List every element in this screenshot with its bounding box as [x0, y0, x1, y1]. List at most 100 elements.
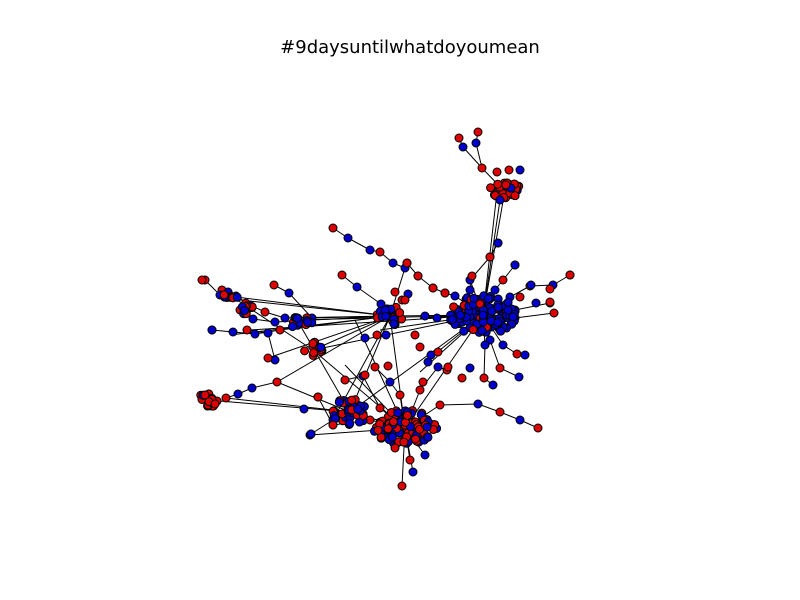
blue-node-78 — [270, 317, 280, 327]
blue-node-539 — [360, 333, 370, 343]
red-node-49 — [328, 223, 338, 233]
red-node-511 — [565, 270, 575, 280]
red-node-530 — [418, 377, 428, 387]
red-node-25 — [495, 363, 505, 373]
blue-node-81 — [247, 383, 257, 393]
red-node-327 — [402, 410, 412, 420]
blue-node-80 — [233, 389, 243, 399]
blue-node-77 — [248, 314, 258, 324]
blue-node-51 — [365, 245, 375, 255]
blue-node-498 — [458, 142, 468, 152]
red-node-496 — [219, 290, 229, 300]
blue-node-444 — [316, 342, 326, 352]
red-node-510 — [545, 297, 555, 307]
network-edge-116 — [276, 315, 391, 383]
blue-node-506 — [493, 238, 503, 248]
blue-node-220 — [478, 310, 488, 320]
network-edge-38 — [514, 302, 551, 311]
blue-node-202 — [503, 305, 513, 315]
network-edge-61 — [483, 344, 486, 379]
blue-node-474 — [240, 306, 250, 316]
red-node-431 — [300, 346, 310, 356]
blue-node-346 — [334, 397, 344, 407]
blue-node-14 — [450, 291, 460, 301]
network-edge-114 — [267, 315, 391, 359]
red-node-522 — [328, 420, 338, 430]
red-node-549 — [210, 399, 220, 409]
red-node-404 — [510, 191, 520, 201]
red-node-55 — [337, 270, 347, 280]
red-node-527 — [410, 330, 420, 340]
blue-node-524 — [299, 404, 309, 414]
blue-node-26 — [514, 372, 524, 382]
blue-node-19 — [465, 285, 475, 295]
red-node-440 — [309, 348, 319, 358]
blue-node-70 — [250, 329, 260, 339]
red-node-523 — [313, 392, 323, 402]
red-node-200 — [468, 325, 478, 335]
blue-node-543 — [420, 311, 430, 321]
blue-node-65 — [280, 313, 290, 323]
blue-node-508 — [510, 260, 520, 270]
network-edge-64 — [439, 403, 479, 406]
blue-node-488 — [303, 317, 313, 327]
blue-node-482 — [292, 313, 302, 323]
red-node-548 — [200, 390, 210, 400]
blue-node-39 — [433, 362, 443, 372]
blue-node-509 — [526, 280, 536, 290]
blue-node-50 — [343, 233, 353, 243]
blue-node-8 — [490, 285, 500, 295]
red-node-500 — [473, 127, 483, 137]
red-node-38 — [415, 385, 425, 395]
red-node-501 — [477, 163, 487, 173]
red-node-35 — [395, 390, 405, 400]
blue-node-31 — [473, 399, 483, 409]
red-node-502 — [492, 167, 502, 177]
blue-node-505 — [495, 195, 505, 205]
blue-node-222 — [455, 310, 465, 320]
red-node-199 — [449, 302, 459, 312]
red-node-547 — [545, 284, 555, 294]
red-node-382 — [486, 183, 496, 193]
figure-title: #9daysuntilwhatdoyoumean — [280, 37, 540, 58]
red-node-497 — [454, 133, 464, 143]
blue-node-187 — [459, 326, 469, 336]
red-node-326 — [383, 424, 393, 434]
red-node-426 — [395, 308, 405, 318]
network-edge-40 — [514, 312, 555, 319]
blue-node-223 — [508, 312, 518, 322]
blue-node-310 — [393, 408, 403, 418]
blue-node-59 — [284, 288, 294, 298]
red-node-64 — [260, 307, 270, 317]
blue-node-295 — [387, 432, 397, 442]
network-edge-58 — [489, 339, 501, 369]
blue-node-53 — [388, 258, 398, 268]
red-node-28 — [479, 373, 489, 383]
blue-node-525 — [306, 429, 316, 439]
red-node-318 — [410, 434, 420, 444]
red-node-532 — [433, 347, 443, 357]
blue-node-546 — [531, 298, 541, 308]
blue-node-27 — [480, 340, 490, 350]
red-node-514 — [428, 283, 438, 293]
blue-node-224 — [469, 293, 479, 303]
red-node-58 — [269, 280, 279, 290]
blue-node-518 — [420, 450, 430, 460]
network-edge-81 — [309, 429, 381, 436]
red-node-363 — [347, 395, 357, 405]
blue-node-33 — [515, 415, 525, 425]
blue-node-429 — [381, 311, 391, 321]
red-node-37 — [370, 362, 380, 372]
red-node-79 — [221, 393, 231, 403]
red-node-41 — [375, 403, 385, 413]
red-node-402 — [501, 180, 511, 190]
red-node-536 — [383, 361, 393, 371]
blue-node-73 — [263, 328, 273, 338]
blue-node-499 — [471, 138, 481, 148]
blue-node-209 — [493, 317, 503, 327]
blue-node-185 — [493, 302, 503, 312]
red-node-519 — [405, 455, 415, 465]
blue-node-21 — [498, 340, 508, 350]
red-node-43 — [340, 375, 350, 385]
